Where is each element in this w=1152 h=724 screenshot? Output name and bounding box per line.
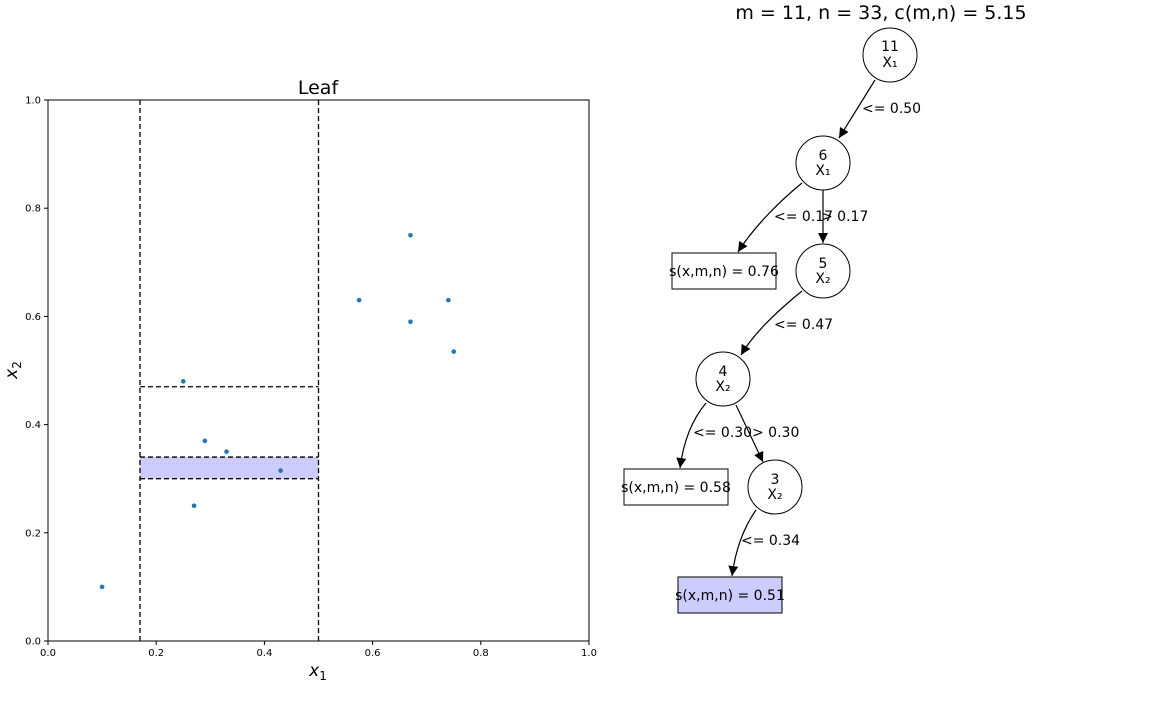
edge-n5-n4 (740, 290, 803, 356)
y-axis-label-sub: 2 (10, 361, 24, 369)
x-tick-label: 0.6 (365, 648, 381, 659)
tree-node-circle (795, 243, 851, 299)
y-tick-label: 0.4 (25, 420, 41, 431)
tree-node-count: 6 (819, 148, 828, 164)
decision-tree: <= 0.50 <= 0.17 > 0.17 <= 0.47 <= 0.30 >… (621, 27, 921, 614)
x-axis-label-sub: 1 (319, 669, 327, 683)
y-tick-label: 0.6 (25, 312, 41, 323)
data-point (278, 468, 283, 473)
tree-leaf-3: s(x,m,n) = 0.51 (675, 576, 785, 614)
tree-node-count: 3 (771, 472, 780, 488)
data-point (99, 584, 105, 590)
tree-node-n3: 3 X₂ (747, 459, 803, 515)
tree-node-feature: X₂ (715, 379, 730, 395)
tree-node-circle (747, 459, 803, 515)
edge-label-n6-n5: > 0.17 (821, 209, 868, 225)
edge-label-n5-n4: <= 0.47 (774, 317, 833, 333)
data-point (446, 297, 451, 303)
tree-node-n4: 4 X₂ (695, 351, 751, 407)
tree-leaf-label: s(x,m,n) = 0.58 (621, 480, 731, 496)
tree-leaf-box (623, 468, 729, 506)
tree-node-n11: 11 X₁ (862, 27, 918, 83)
tree-leaf-label: s(x,m,n) = 0.76 (669, 264, 779, 280)
tree-node-feature: X₂ (767, 487, 782, 503)
tree-node-count: 4 (719, 364, 728, 380)
edge-label-n4-leaf2: <= 0.30 (693, 425, 752, 441)
data-point (191, 503, 197, 509)
data-point (408, 232, 413, 238)
split-lines (139, 100, 320, 641)
tree-leaf-2: s(x,m,n) = 0.58 (621, 468, 731, 506)
tree-node-feature: X₁ (815, 163, 830, 179)
tree-node-feature: X₂ (815, 271, 830, 287)
y-ticks: 0.0 0.2 0.4 0.6 0.8 1.0 (25, 96, 48, 648)
tree-summary-title: m = 11, n = 33, c(m,n) = 5.15 (735, 2, 1026, 24)
data-points (99, 232, 457, 590)
data-point (180, 379, 186, 384)
data-point (408, 319, 413, 325)
tree-node-count: 11 (881, 39, 899, 55)
edge-n3-leaf3 (728, 509, 757, 577)
x-ticks: 0.0 0.2 0.4 0.6 0.8 1.0 (40, 641, 597, 659)
plot-frame (47, 99, 590, 642)
tree-leaf-box-highlight (677, 576, 783, 614)
x-axis-label-text: x (308, 661, 320, 681)
edge-n6-leaf1 (737, 182, 803, 253)
data-point (202, 438, 208, 444)
edge-label-n3-leaf3: <= 0.34 (741, 533, 800, 549)
tree-node-n6: 6 X₁ (795, 135, 851, 191)
tree-leaf-box (671, 252, 777, 290)
tree-node-count: 5 (819, 256, 828, 272)
y-axis-label: x2 (2, 361, 24, 380)
x-tick-label: 1.0 (581, 648, 597, 659)
scatter-panel: Leaf 0.0 0.2 0.4 0.6 0.8 1.0 0.0 0.2 0.4 0.6 0.8 1… (2, 77, 597, 683)
y-tick-label: 0.2 (25, 528, 41, 539)
data-point (224, 449, 229, 454)
chart-title: Leaf (298, 77, 340, 99)
tree-node-feature: X₁ (882, 55, 897, 71)
tree-node-circle (795, 135, 851, 191)
edge-n4-leaf2 (676, 402, 707, 469)
tree-edges (676, 79, 876, 577)
tree-node-n5: 5 X₂ (795, 243, 851, 299)
x-tick-label: 0.2 (148, 648, 164, 659)
data-point (451, 349, 457, 354)
y-tick-label: 0.8 (25, 204, 41, 215)
edge-n11-n6 (838, 79, 876, 139)
edge-label-n4-n3: > 0.30 (752, 425, 799, 441)
x-axis-label: x1 (308, 661, 327, 683)
data-point (356, 297, 362, 303)
x-tick-label: 0.0 (40, 648, 56, 659)
tree-node-circle (695, 351, 751, 407)
y-tick-label: 1.0 (25, 96, 41, 107)
y-axis-label-text: x (2, 368, 22, 380)
y-tick-label: 0.0 (25, 637, 41, 648)
tree-leaf-1: s(x,m,n) = 0.76 (669, 252, 779, 290)
edge-n4-n3 (735, 404, 764, 463)
highlight-region (139, 457, 319, 479)
edge-label-n6-leaf1: <= 0.17 (774, 209, 833, 225)
tree-node-circle (862, 27, 918, 83)
x-tick-label: 0.4 (256, 648, 272, 659)
edge-label-n11-n6: <= 0.50 (862, 101, 921, 117)
tree-leaf-label: s(x,m,n) = 0.51 (675, 588, 785, 604)
x-tick-label: 0.8 (473, 648, 489, 659)
